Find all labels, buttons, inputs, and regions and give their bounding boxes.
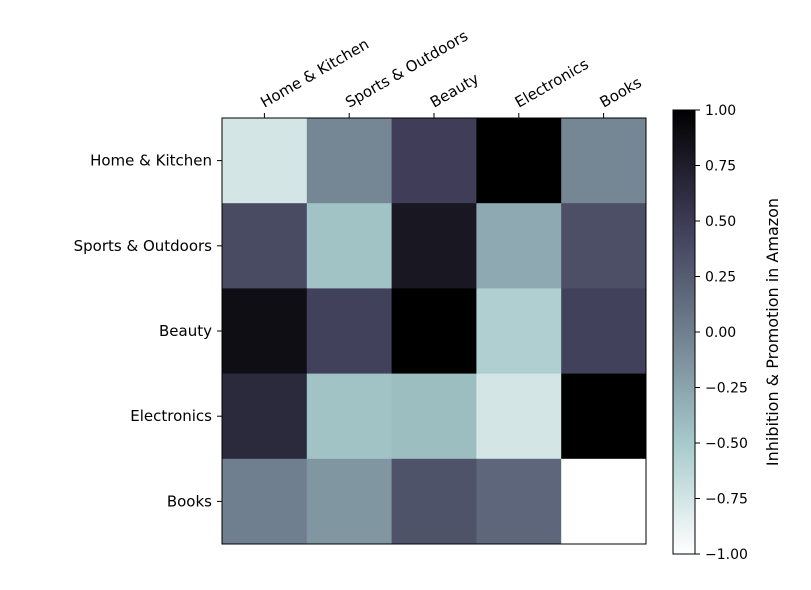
heatmap-cell — [391, 373, 477, 460]
y-axis-ticks: Home & Kitchen Sports & Outdoors Beauty Ele… — [74, 152, 222, 510]
colorbar-tick-label: −1.00 — [705, 547, 748, 563]
colorbar-label: Inhibition & Promotion in Amazon — [763, 198, 782, 466]
heatmap-cell — [391, 203, 477, 289]
colorbar-tick-label: 0.00 — [705, 325, 736, 341]
heatmap-cell — [476, 458, 562, 545]
heatmap-cell — [476, 118, 562, 204]
heatmap-cell — [222, 373, 308, 460]
y-tick-label: Home & Kitchen — [90, 152, 212, 170]
colorbar — [672, 109, 696, 555]
colorbar-tick-label: 1.00 — [705, 103, 736, 119]
heatmap-cell — [222, 458, 308, 545]
y-tick-label: Beauty — [159, 322, 212, 340]
colorbar-ticks: 1.00 0.75 0.50 0.25 0.00 −0.25 −0.50 −0.75 −1.00 — [695, 103, 748, 563]
heatmap-cell — [561, 288, 647, 375]
heatmap-cell — [306, 203, 393, 289]
colorbar-tick-label: −0.50 — [705, 436, 748, 452]
heatmap-cell — [306, 373, 393, 460]
heatmap-cell — [391, 288, 477, 375]
heatmap-cell — [561, 373, 647, 460]
colorbar-tick-label: 0.25 — [705, 270, 736, 286]
heatmap-cell — [561, 118, 647, 204]
heatmap-cell — [391, 118, 477, 204]
heatmap-cell — [306, 118, 393, 204]
colorbar-tick-label: 0.50 — [705, 214, 736, 230]
heatmap-cells — [222, 118, 647, 545]
colorbar-tick-label: 0.75 — [705, 159, 736, 175]
heatmap-cell — [561, 458, 647, 545]
y-tick-label: Sports & Outdoors — [74, 237, 213, 255]
heatmap-cell — [476, 203, 562, 289]
heatmap-cell — [391, 458, 477, 545]
y-tick-label: Electronics — [130, 407, 212, 425]
heatmap-cell — [561, 203, 647, 289]
heatmap-cell — [222, 203, 308, 289]
x-tick-label: Electronics — [512, 55, 592, 112]
x-tick-label: Beauty — [427, 69, 482, 111]
y-tick-label: Books — [167, 492, 212, 510]
x-tick-label: Books — [597, 73, 645, 111]
heatmap-cell — [306, 458, 393, 545]
colorbar-tick-label: −0.75 — [705, 492, 748, 508]
heatmap-cell — [222, 288, 308, 375]
heatmap-cell — [306, 288, 393, 375]
heatmap-cell — [476, 288, 562, 375]
heatmap-cell — [222, 118, 308, 204]
heatmap-cell — [476, 373, 562, 460]
colorbar-tick-label: −0.25 — [705, 381, 748, 397]
